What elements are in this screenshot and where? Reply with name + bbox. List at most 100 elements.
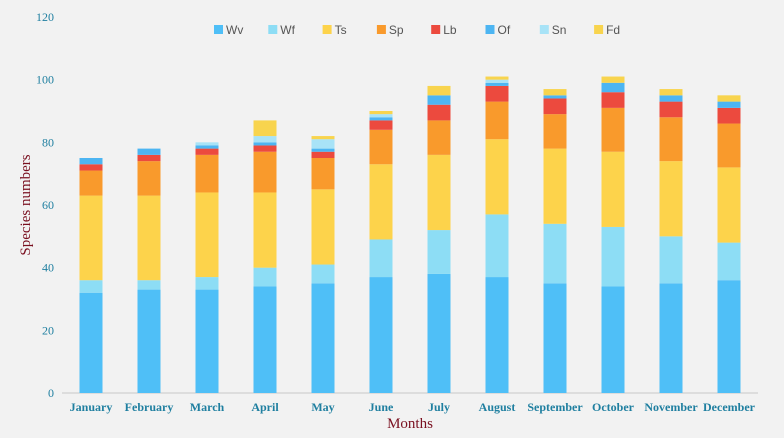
bar-segment-lb (543, 98, 567, 115)
x-axis-title: Months (387, 416, 433, 432)
bar-segment-wv (253, 286, 277, 393)
bar-segment-sp (659, 117, 683, 162)
y-tick-label: 20 (42, 323, 54, 337)
bar-segment-fd (369, 111, 393, 115)
bar-segment-sp (543, 114, 567, 149)
bar-segment-lb (717, 107, 741, 124)
bar-segment-fd (253, 120, 277, 137)
bar-segment-ts (79, 195, 103, 281)
bar-segment-wf (369, 239, 393, 278)
legend-swatch (268, 25, 278, 34)
bar-segment-ts (427, 154, 451, 231)
bar-stack-september (543, 89, 567, 393)
bar-segment-lb (601, 92, 625, 108)
bar-segment-fd (485, 76, 509, 80)
bar-segment-sp (601, 107, 625, 152)
bar-stack-july (427, 85, 451, 393)
legend-item-sp: Sp (376, 23, 404, 37)
bar-segment-wf (717, 242, 741, 281)
bar-stack-november (659, 89, 683, 393)
bar-segment-fd (601, 76, 625, 83)
legend-swatch (431, 25, 441, 34)
y-tick-label: 80 (42, 135, 54, 149)
bar-segment-ts (485, 139, 509, 215)
x-tick-label: August (479, 400, 516, 414)
x-tick-label: July (428, 400, 450, 414)
bar-segment-sn (369, 114, 393, 118)
bar-segment-wv (659, 283, 683, 393)
legend-label: Sp (389, 23, 404, 37)
legend-swatch (485, 25, 495, 34)
bar-segment-of (137, 148, 161, 155)
bar-segment-lb (369, 120, 393, 130)
legend-label: Fd (606, 23, 620, 37)
legend-swatch (214, 25, 223, 34)
bar-segment-of (543, 95, 567, 99)
legend-swatch (594, 25, 604, 34)
y-axis-ticks: 0 20 40 60 80 100 120 (36, 10, 54, 400)
bar-stack-february (137, 148, 161, 393)
legend-label: Lb (443, 23, 457, 37)
bar-segment-fd (543, 89, 567, 96)
bar-segment-ts (717, 167, 741, 243)
legend-item-wf: Wf (268, 23, 296, 37)
bar-segment-ts (137, 195, 161, 281)
bar-segment-wf (253, 267, 277, 287)
legend-label: Wv (226, 23, 243, 37)
bar-segment-wf (195, 277, 219, 290)
bar-segment-lb (195, 148, 219, 155)
bar-segment-sn (195, 142, 219, 146)
x-tick-label: December (703, 400, 756, 414)
bar-segment-sp (79, 170, 103, 196)
bar-segment-wf (137, 280, 161, 290)
bar-segment-of (253, 142, 277, 146)
y-tick-label: 120 (36, 10, 54, 24)
bar-segment-wv (137, 289, 161, 393)
bar-segment-sp (427, 120, 451, 155)
bar-segment-ts (311, 189, 335, 265)
bar-segment-wv (195, 289, 219, 393)
bar-segment-wf (659, 236, 683, 284)
bar-segment-ts (601, 151, 625, 227)
x-tick-label: January (70, 400, 113, 414)
bar-segment-ts (543, 148, 567, 224)
bar-segment-wf (79, 280, 103, 293)
bar-segment-of (717, 101, 741, 108)
bar-segment-fd (659, 89, 683, 96)
bar-segment-fd (311, 136, 335, 140)
legend-item-of: Of (485, 23, 511, 37)
bar-segment-ts (195, 192, 219, 278)
bar-segment-wv (79, 292, 103, 393)
bar-stack-april (253, 120, 277, 393)
bars (79, 76, 741, 393)
legend-swatch (539, 25, 549, 34)
bar-stack-june (369, 111, 393, 393)
bar-segment-wv (427, 273, 451, 393)
legend-swatch (376, 25, 386, 34)
y-tick-label: 100 (36, 73, 54, 87)
legend-label: Ts (335, 23, 347, 37)
bar-segment-sp (195, 154, 219, 193)
bar-segment-of (485, 82, 509, 86)
bar-segment-of (427, 95, 451, 105)
bar-segment-wv (485, 277, 509, 393)
bar-segment-of (601, 82, 625, 93)
bar-segment-wv (601, 286, 625, 393)
x-tick-label: May (311, 400, 334, 414)
x-tick-label: March (190, 400, 225, 414)
x-tick-label: November (644, 400, 698, 414)
legend-item-fd: Fd (594, 23, 620, 37)
bar-segment-of (659, 95, 683, 102)
bar-segment-sp (137, 161, 161, 196)
bar-segment-wf (543, 223, 567, 284)
bar-segment-sn (253, 136, 277, 143)
bar-segment-ts (253, 192, 277, 268)
x-tick-label: September (527, 400, 583, 414)
bar-stack-january (79, 158, 103, 393)
bar-segment-lb (427, 104, 451, 121)
y-axis-title: Species numbers (18, 154, 34, 255)
bar-segment-wf (601, 226, 625, 287)
legend-item-sn: Sn (539, 23, 566, 37)
bar-segment-wf (311, 264, 335, 284)
